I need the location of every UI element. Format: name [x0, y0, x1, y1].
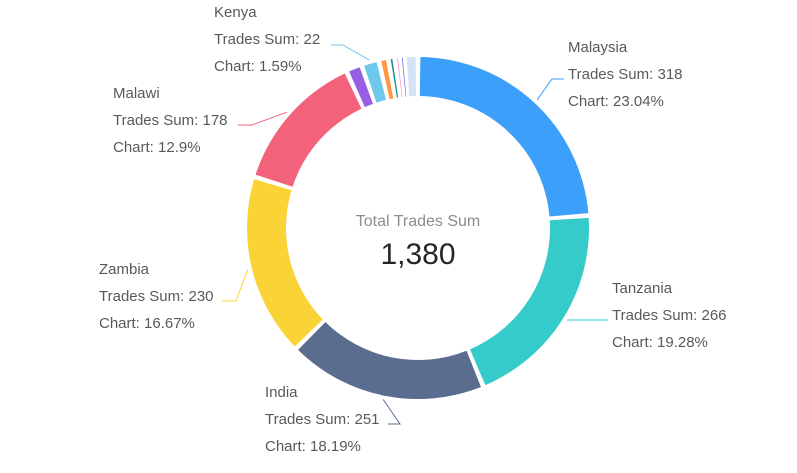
- slice-kenya[interactable]: [364, 62, 387, 103]
- leader-line-kenya: [331, 44, 370, 61]
- label-name-malaysia: Malaysia: [568, 39, 628, 56]
- label-value-india: Trades Sum: 251: [265, 411, 380, 428]
- label-value-zambia: Trades Sum: 230: [99, 288, 214, 305]
- slice-other-10[interactable]: [401, 57, 407, 97]
- label-name-zambia: Zambia: [99, 261, 150, 278]
- leader-line-malaysia: [536, 78, 564, 101]
- label-percent-india: Chart: 18.19%: [265, 438, 361, 455]
- label-name-kenya: Kenya: [214, 4, 257, 21]
- label-percent-malaysia: Chart: 23.04%: [568, 93, 664, 110]
- label-percent-tanzania: Chart: 19.28%: [612, 334, 708, 351]
- slice-malaysia[interactable]: [419, 57, 589, 217]
- slice-malawi[interactable]: [255, 73, 362, 187]
- slice-zambia[interactable]: [247, 179, 323, 347]
- label-value-malaysia: Trades Sum: 318: [568, 66, 683, 83]
- slice-tanzania[interactable]: [469, 217, 589, 386]
- label-percent-malawi: Chart: 12.9%: [113, 139, 201, 156]
- slice-india[interactable]: [298, 322, 481, 399]
- slices-group: [247, 57, 589, 399]
- label-percent-zambia: Chart: 16.67%: [99, 315, 195, 332]
- leader-line-india: [382, 399, 401, 425]
- slice-other-11[interactable]: [406, 57, 417, 97]
- slice-other-7[interactable]: [381, 60, 394, 100]
- label-name-tanzania: Tanzania: [612, 280, 673, 297]
- label-value-kenya: Trades Sum: 22: [214, 31, 320, 48]
- label-value-tanzania: Trades Sum: 266: [612, 307, 727, 324]
- center-title: Total Trades Sum: [356, 213, 481, 230]
- leader-lines-group: [222, 44, 608, 425]
- center-value: 1,380: [380, 238, 455, 271]
- slice-other-5[interactable]: [349, 67, 373, 108]
- label-name-malawi: Malawi: [113, 85, 160, 102]
- slice-other-8[interactable]: [390, 58, 399, 98]
- label-name-india: India: [265, 384, 298, 401]
- label-percent-kenya: Chart: 1.59%: [214, 58, 302, 75]
- labels-group: Malaysia Trades Sum: 318 Chart: 23.04% Tanz…: [99, 4, 727, 455]
- leader-line-malawi: [238, 111, 287, 126]
- label-value-malawi: Trades Sum: 178: [113, 112, 228, 129]
- leader-line-zambia: [222, 269, 249, 302]
- slice-other-9[interactable]: [397, 58, 403, 97]
